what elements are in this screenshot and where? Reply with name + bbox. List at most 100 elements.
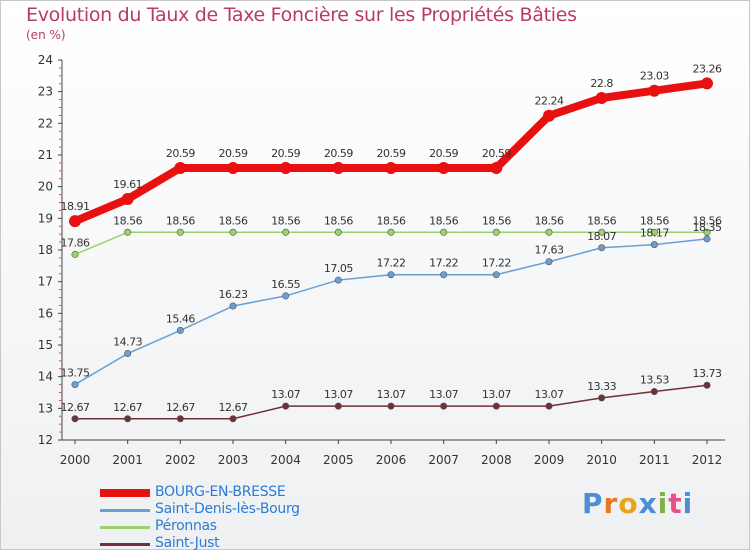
legend-swatch — [100, 543, 150, 546]
data-point — [69, 215, 81, 228]
legend-swatch — [100, 509, 150, 512]
data-point — [229, 415, 237, 423]
data-label: 18.91 — [61, 200, 90, 213]
y-tick-label: 17 — [38, 275, 53, 289]
data-point — [176, 415, 184, 423]
data-label: 13.33 — [587, 380, 616, 393]
x-tick-label: 2009 — [534, 453, 565, 467]
data-label: 18.56 — [693, 214, 722, 227]
data-point — [703, 381, 711, 389]
data-label: 18.56 — [587, 214, 616, 227]
data-label: 17.05 — [324, 262, 353, 275]
y-tick-label: 13 — [38, 401, 53, 415]
data-point — [229, 228, 237, 236]
data-label: 13.53 — [640, 374, 669, 387]
data-label: 18.17 — [640, 227, 669, 240]
data-point — [176, 326, 184, 334]
data-label: 23.03 — [640, 70, 669, 83]
x-tick-label: 2010 — [586, 453, 617, 467]
data-label: 23.26 — [693, 62, 722, 75]
data-point — [703, 228, 711, 236]
data-label: 13.07 — [482, 388, 511, 401]
data-label: 18.56 — [535, 214, 564, 227]
data-label: 18.35 — [693, 221, 722, 234]
data-point — [387, 271, 395, 279]
data-point — [387, 228, 395, 236]
data-point — [595, 92, 608, 104]
data-label: 19.61 — [113, 178, 142, 191]
data-label: 22.8 — [590, 77, 613, 90]
data-label: 18.56 — [113, 214, 142, 227]
data-label: 18.56 — [429, 214, 458, 227]
data-label: 20.59 — [429, 147, 458, 160]
y-tick-label: 19 — [38, 211, 53, 225]
data-point — [701, 77, 713, 90]
data-point — [279, 161, 292, 174]
data-point — [71, 381, 79, 389]
chart-title: Evolution du Taux de Taxe Foncière sur l… — [26, 4, 577, 26]
data-point — [703, 235, 711, 243]
data-label: 20.59 — [271, 147, 300, 160]
data-point — [121, 193, 134, 206]
chart-axes: 12 13 14 15 16 17 18 19 20 21 22 23 24 2000 2001 2002 20… — [38, 53, 725, 467]
legend-label: BOURG-EN-BRESSE — [155, 484, 286, 500]
proxiti-logo: Proxiti — [582, 487, 693, 520]
logo-letter: i — [657, 487, 669, 520]
data-label: 17.63 — [535, 244, 564, 257]
data-point — [124, 228, 132, 236]
data-label: 12.67 — [219, 401, 248, 414]
data-label: 17.22 — [429, 257, 458, 270]
data-label: 18.56 — [219, 214, 248, 227]
chart-series — [69, 77, 713, 423]
data-point — [440, 228, 448, 236]
data-point — [648, 84, 661, 97]
x-tick-label: 2011 — [639, 453, 670, 467]
data-point — [71, 415, 79, 423]
data-point — [385, 161, 397, 174]
y-tick-label: 18 — [38, 243, 53, 257]
data-label: 13.07 — [535, 388, 564, 401]
y-tick-label: 12 — [38, 433, 53, 447]
data-point — [174, 161, 187, 174]
y-tick-label: 21 — [38, 148, 53, 162]
legend-swatch — [100, 489, 150, 497]
x-tick-label: 2012 — [692, 453, 723, 467]
data-label: 18.07 — [587, 230, 616, 243]
data-point — [545, 258, 553, 266]
data-label: 18.56 — [166, 214, 195, 227]
x-tick-label: 2004 — [270, 453, 301, 467]
logo-letter: o — [618, 487, 639, 520]
data-label: 12.67 — [113, 401, 142, 414]
data-point — [598, 244, 606, 252]
data-point — [598, 394, 606, 402]
data-label: 20.59 — [219, 147, 248, 160]
x-tick-label: 2008 — [481, 453, 512, 467]
x-tick-label: 2000 — [60, 453, 91, 467]
data-point — [387, 402, 395, 410]
y-tick-label: 15 — [38, 338, 53, 352]
data-label: 16.23 — [219, 288, 248, 301]
data-point — [332, 161, 345, 174]
data-label: 13.73 — [693, 367, 722, 380]
data-point — [650, 241, 658, 249]
data-label: 20.59 — [482, 147, 511, 160]
data-label: 14.73 — [113, 336, 142, 349]
data-point — [545, 228, 553, 236]
data-label: 18.56 — [640, 214, 669, 227]
data-point — [492, 228, 500, 236]
y-tick-label: 20 — [38, 180, 53, 194]
data-point — [492, 402, 500, 410]
data-point — [282, 402, 290, 410]
legend-label: Saint-Just — [155, 535, 220, 551]
data-label: 13.07 — [429, 388, 458, 401]
data-label: 12.67 — [166, 401, 195, 414]
data-label: 20.59 — [377, 147, 406, 160]
data-label: 20.59 — [166, 147, 195, 160]
x-tick-label: 2001 — [112, 453, 143, 467]
data-label: 17.86 — [61, 236, 90, 249]
y-tick-label: 24 — [38, 53, 53, 67]
x-tick-label: 2003 — [218, 453, 249, 467]
data-point — [545, 402, 553, 410]
logo-letter: i — [682, 487, 694, 520]
